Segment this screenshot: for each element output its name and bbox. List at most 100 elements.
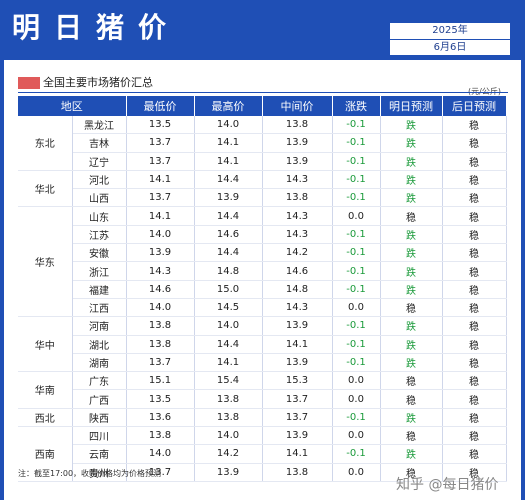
low-price-cell: 13.8 [126,316,195,336]
low-price-cell: 14.0 [126,298,195,318]
low-price-cell: 13.7 [126,463,195,482]
table-row: 贵州 13.7 13.9 13.8 0.0 稳稳 [18,463,507,482]
province-cell: 河北 [72,170,127,190]
forecast-day-after-cell: 稳 [442,426,507,446]
mid-price-cell: 14.3 [262,206,333,226]
left-border [0,60,4,500]
change-cell: -0.1 [332,408,381,428]
table-row: 江苏 14.0 14.6 14.3 -0.1 跌稳 [18,225,507,245]
change-cell: -0.1 [332,316,381,336]
mid-price-cell: 13.8 [262,116,333,135]
province-cell: 江苏 [72,225,127,245]
table-row: 华中 河南 13.8 14.0 13.9 -0.1 跌稳 [18,316,507,373]
forecast-day-after-cell: 稳 [442,444,507,464]
low-price-cell: 14.0 [126,444,195,464]
mid-price-cell: 13.9 [262,133,333,153]
high-price-cell: 14.6 [194,225,263,245]
high-price-cell: 14.4 [194,206,263,226]
region-cell: 华南 [18,371,73,409]
col-header-forecast-tomorrow: 明日预测 [380,96,443,116]
forecast-tomorrow-cell: 稳 [380,371,443,391]
table-row: 辽宁 13.7 14.1 13.9 -0.1 跌稳 [18,152,507,171]
mid-price-cell: 13.8 [262,188,333,208]
high-price-cell: 14.2 [194,444,263,464]
right-border [521,60,525,500]
forecast-day-after-cell: 稳 [442,298,507,318]
mid-price-cell: 14.3 [262,225,333,245]
change-cell: 0.0 [332,371,381,391]
forecast-day-after-cell: 稳 [442,116,507,135]
region-cell: 华东 [18,206,73,318]
change-cell: -0.1 [332,133,381,153]
low-price-cell: 14.0 [126,225,195,245]
table-row: 吉林 13.7 14.1 13.9 -0.1 跌稳 [18,133,507,153]
high-price-cell: 14.4 [194,170,263,190]
table-row: 浙江 14.3 14.8 14.6 -0.1 跌稳 [18,261,507,281]
forecast-tomorrow-cell: 跌 [380,353,443,373]
mid-price-cell: 14.3 [262,298,333,318]
high-price-cell: 15.0 [194,280,263,299]
forecast-day-after-cell: 稳 [442,261,507,281]
table-row: 华北 河北 14.1 14.4 14.3 -0.1 跌稳 [18,170,507,208]
col-header-region: 地区 [18,96,127,116]
table-row: 华东 山东 14.1 14.4 14.3 0.0 稳稳 [18,206,507,318]
low-price-cell: 13.6 [126,408,195,428]
forecast-tomorrow-cell: 跌 [380,261,443,281]
mid-price-cell: 14.8 [262,280,333,299]
forecast-tomorrow-cell: 跌 [380,444,443,464]
change-cell: -0.1 [332,116,381,135]
section-divider [18,92,508,93]
forecast-tomorrow-cell: 跌 [380,152,443,171]
col-header-high: 最高价 [194,96,263,116]
forecast-tomorrow-cell: 稳 [380,298,443,318]
table-row: 福建 14.6 15.0 14.8 -0.1 跌稳 [18,280,507,299]
mid-price-cell: 13.9 [262,426,333,446]
forecast-day-after-cell: 稳 [442,170,507,190]
table-row: 西北 陕西 13.6 13.8 13.7 -0.1 跌稳 [18,408,507,428]
province-cell: 黑龙江 [72,116,127,135]
change-cell: 0.0 [332,298,381,318]
mid-price-cell: 15.3 [262,371,333,391]
low-price-cell: 14.6 [126,280,195,299]
forecast-tomorrow-cell: 稳 [380,206,443,226]
high-price-cell: 13.9 [194,463,263,482]
province-cell: 云南 [72,444,127,464]
province-cell: 湖南 [72,353,127,373]
change-cell: -0.1 [332,444,381,464]
table-row: 山西 13.7 13.9 13.8 -0.1 跌稳 [18,188,507,208]
low-price-cell: 14.3 [126,261,195,281]
col-header-mid: 中间价 [262,96,333,116]
date-day: 6月6日 [433,42,467,53]
low-price-cell: 13.7 [126,152,195,171]
region-cell: 华北 [18,170,73,208]
low-price-cell: 13.7 [126,353,195,373]
change-cell: -0.1 [332,261,381,281]
forecast-day-after-cell: 稳 [442,353,507,373]
mid-price-cell: 14.2 [262,243,333,263]
forecast-day-after-cell: 稳 [442,152,507,171]
low-price-cell: 13.7 [126,133,195,153]
unit-label: (元/公斤) [468,86,501,97]
forecast-day-after-cell: 稳 [442,408,507,428]
table-row: 广西 13.5 13.8 13.7 0.0 稳稳 [18,389,507,409]
forecast-tomorrow-cell: 稳 [380,426,443,446]
table-row: 安徽 13.9 14.4 14.2 -0.1 跌稳 [18,243,507,263]
low-price-cell: 13.7 [126,188,195,208]
col-header-forecast-day-after: 后日预测 [442,96,507,116]
province-cell: 吉林 [72,133,127,153]
province-cell: 山西 [72,188,127,208]
forecast-tomorrow-cell: 跌 [380,280,443,299]
region-cell: 西北 [18,408,73,428]
forecast-day-after-cell: 稳 [442,188,507,208]
change-cell: -0.1 [332,170,381,190]
mid-price-cell: 13.9 [262,316,333,336]
forecast-day-after-cell: 稳 [442,225,507,245]
mid-price-cell: 14.1 [262,444,333,464]
high-price-cell: 14.1 [194,152,263,171]
section-title: 全国主要市场猪价汇总 [43,76,153,89]
province-cell: 河南 [72,316,127,336]
high-price-cell: 14.4 [194,243,263,263]
forecast-tomorrow-cell: 跌 [380,243,443,263]
date-year: 2025年 [390,23,510,40]
high-price-cell: 14.1 [194,353,263,373]
